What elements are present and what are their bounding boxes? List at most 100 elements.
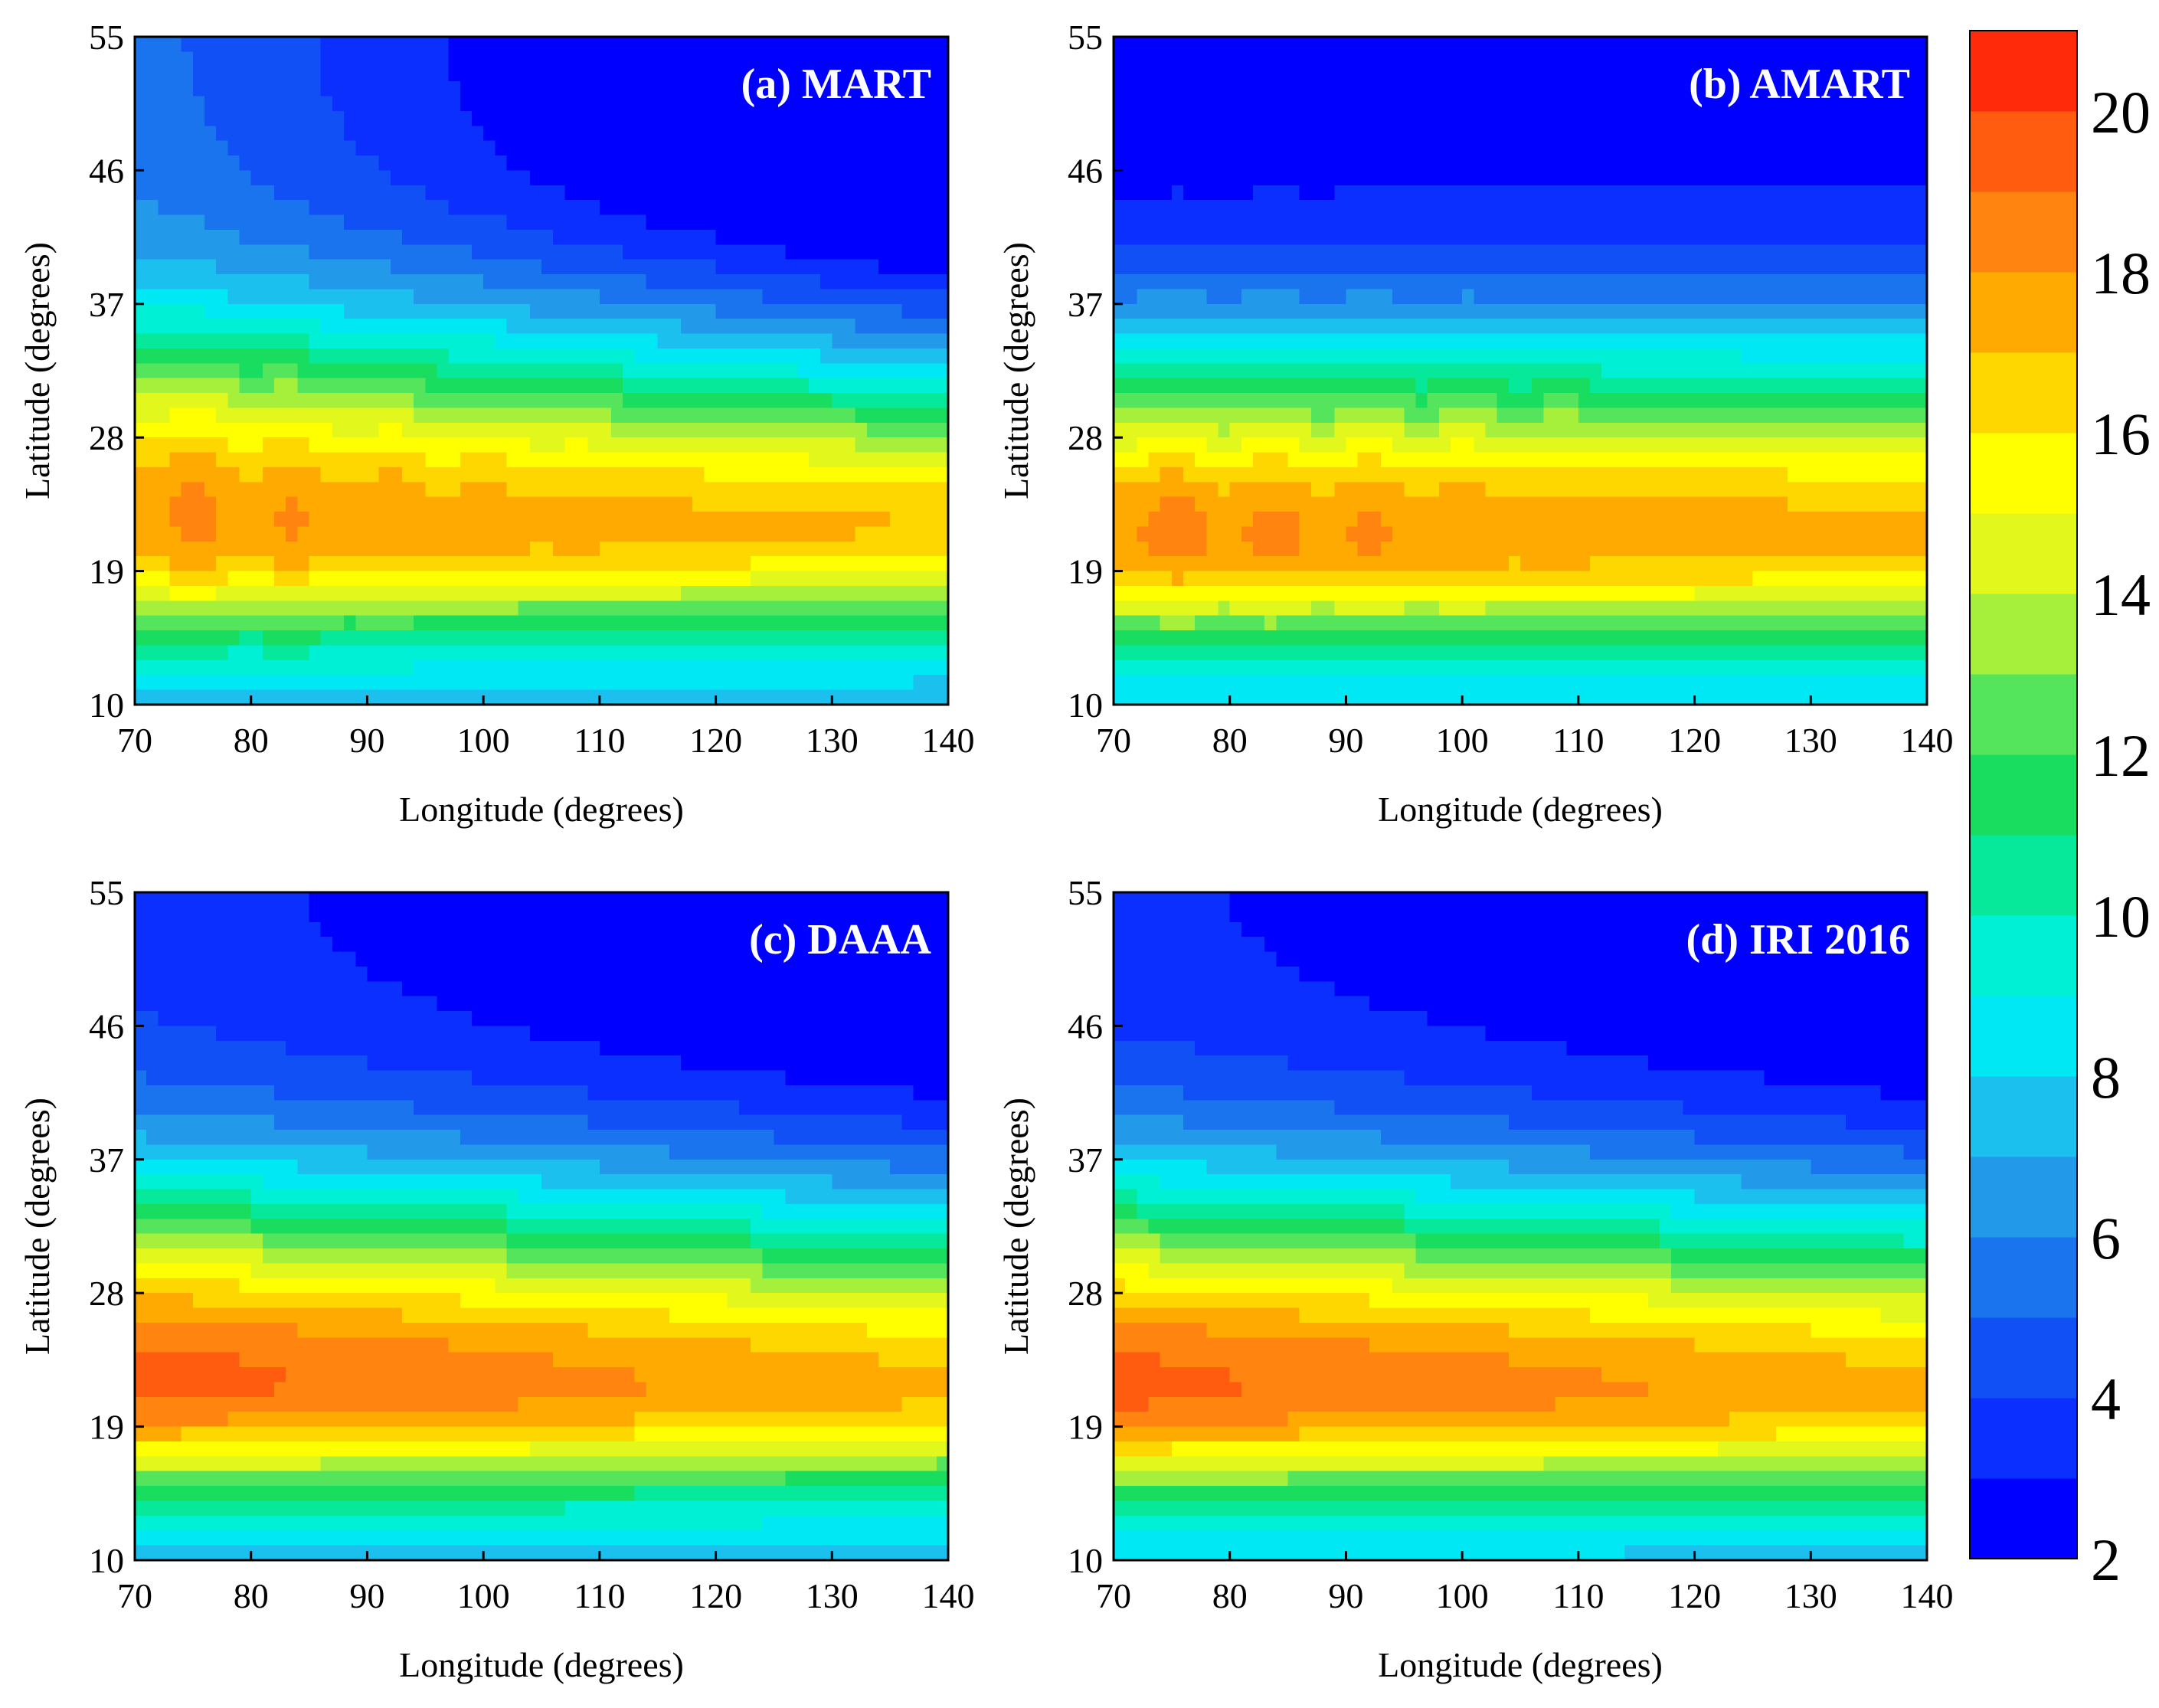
heatmap-cell	[297, 110, 310, 126]
heatmap-cell	[414, 185, 426, 201]
heatmap-cell	[135, 81, 147, 97]
heatmap-cell	[378, 571, 391, 587]
heatmap-cell	[913, 585, 926, 601]
heatmap-cell	[320, 140, 333, 156]
heatmap-cell	[169, 126, 182, 142]
heatmap-cell	[529, 482, 542, 498]
heatmap-cell	[1264, 615, 1277, 631]
heatmap-cell	[587, 303, 600, 319]
heatmap-cell	[158, 51, 171, 67]
heatmap-cell	[1369, 378, 1382, 394]
heatmap-cell	[401, 81, 414, 97]
heatmap-cell	[890, 200, 902, 216]
heatmap-cell	[1415, 630, 1428, 646]
heatmap-cell	[309, 407, 322, 424]
heatmap-cell	[901, 319, 914, 335]
heatmap-cell	[216, 126, 228, 142]
heatmap-cell	[401, 645, 414, 661]
heatmap-cell	[169, 571, 182, 587]
heatmap-cell	[216, 214, 228, 231]
heatmap-cell	[1287, 289, 1300, 305]
heatmap-cell	[936, 229, 949, 245]
heatmap-cell	[401, 200, 414, 216]
heatmap-cell	[344, 155, 356, 171]
heatmap-cell	[437, 466, 450, 483]
heatmap-cell	[181, 512, 194, 528]
heatmap-cell	[401, 571, 414, 587]
heatmap-cell	[1357, 200, 1370, 216]
heatmap-cell	[751, 81, 763, 97]
heatmap-cell	[297, 333, 310, 349]
heatmap-cell	[1183, 378, 1196, 394]
heatmap-cell	[1497, 407, 1510, 424]
heatmap-cell	[936, 259, 949, 275]
heatmap-cell	[495, 526, 508, 542]
heatmap-cell	[181, 630, 194, 646]
heatmap-cell	[901, 600, 914, 617]
heatmap-cell	[204, 37, 217, 52]
heatmap-cell	[518, 600, 531, 617]
heatmap-cell	[599, 155, 612, 171]
heatmap-cell	[553, 333, 565, 349]
heatmap-cell	[1276, 437, 1289, 453]
heatmap-cell	[1287, 185, 1300, 201]
heatmap-cell	[785, 274, 798, 290]
heatmap-cell	[901, 452, 914, 468]
heatmap-cell	[471, 81, 484, 97]
heatmap-cell	[681, 289, 693, 305]
heatmap-cell	[855, 110, 868, 126]
heatmap-cell	[309, 422, 322, 438]
heatmap-cell	[855, 437, 868, 453]
heatmap-cell	[1404, 214, 1417, 231]
heatmap-cell	[890, 437, 902, 453]
heatmap-cell	[1508, 363, 1521, 379]
heatmap-cell	[1566, 96, 1579, 112]
heatmap-cell	[1497, 645, 1510, 661]
heatmap-cell	[553, 556, 565, 572]
heatmap-cell	[1415, 274, 1428, 290]
heatmap-cell	[1276, 214, 1289, 231]
heatmap-cell	[1438, 319, 1451, 335]
heatmap-cell	[669, 66, 682, 82]
heatmap-cell	[181, 37, 194, 52]
heatmap-cell	[471, 437, 484, 453]
heatmap-cell	[878, 659, 891, 676]
heatmap-cell	[913, 185, 926, 201]
heatmap-cell	[309, 96, 322, 112]
heatmap-cell	[1380, 214, 1393, 231]
heatmap-cell	[1195, 496, 1207, 512]
heatmap-cell	[681, 81, 693, 97]
heatmap-cell	[332, 541, 345, 557]
heatmap-cell	[250, 615, 263, 631]
heatmap-cell	[1218, 645, 1231, 661]
heatmap-cell	[797, 200, 810, 216]
heatmap-cell	[204, 452, 217, 468]
heatmap-cell	[146, 140, 159, 156]
heatmap-cell	[344, 140, 356, 156]
heatmap-cell	[1229, 96, 1242, 112]
heatmap-cell	[715, 244, 728, 260]
heatmap-cell	[320, 452, 333, 468]
heatmap-cell	[1241, 244, 1254, 260]
heatmap-cell	[1474, 126, 1487, 142]
heatmap-cell	[774, 200, 787, 216]
heatmap-cell	[1114, 630, 1126, 646]
heatmap-cell	[390, 407, 403, 424]
heatmap-cell	[1299, 452, 1312, 468]
heatmap-cell	[1474, 37, 1487, 52]
heatmap-cell	[158, 437, 171, 453]
heatmap-cell	[286, 466, 298, 483]
heatmap-cell	[924, 526, 937, 542]
heatmap-cell	[1160, 81, 1173, 97]
heatmap-cell	[506, 289, 519, 305]
heatmap-cell	[1543, 185, 1556, 201]
heatmap-cell	[1532, 482, 1544, 498]
heatmap-cell	[483, 393, 496, 409]
heatmap-cell	[227, 496, 240, 512]
heatmap-cell	[495, 259, 508, 275]
heatmap-cell	[390, 185, 403, 201]
heatmap-cell	[1520, 66, 1533, 82]
heatmap-cell	[1206, 274, 1219, 290]
heatmap-cell	[250, 126, 263, 142]
heatmap-cell	[1392, 659, 1405, 676]
